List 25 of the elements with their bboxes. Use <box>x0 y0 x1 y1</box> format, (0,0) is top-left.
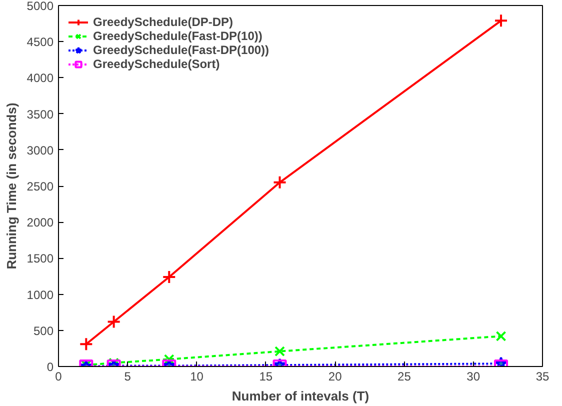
legend-label: GreedySchedule(Fast-DP(100)) <box>93 43 270 57</box>
y-tick-label: 500 <box>33 324 54 338</box>
x-tick-label: 25 <box>398 370 412 384</box>
x-axis-title: Number of intevals (T) <box>232 388 370 404</box>
x-tick-label: 5 <box>124 370 132 384</box>
x-tick-label: 15 <box>259 370 273 384</box>
y-tick-label: 2000 <box>26 216 54 230</box>
y-tick-label: 3500 <box>26 107 54 122</box>
y-tick-label: 3000 <box>26 143 54 158</box>
legend-label: GreedySchedule(DP-DP) <box>93 15 234 29</box>
y-tick-label: 4500 <box>26 35 54 50</box>
legend-label: GreedySchedule(Fast-DP(10)) <box>93 29 262 43</box>
y-tick-label: 1000 <box>26 288 54 302</box>
x-tick-label: 20 <box>328 370 342 384</box>
y-tick-label: 4000 <box>26 71 54 86</box>
x-tick-label: 0 <box>55 370 62 384</box>
y-tick-label: 2500 <box>26 180 54 194</box>
y-tick-label: 0 <box>46 360 54 374</box>
legend-label: GreedySchedule(Sort) <box>93 57 220 71</box>
x-tick-label: 30 <box>466 370 480 384</box>
x-tick-label: 35 <box>536 370 550 384</box>
y-tick-label: 1500 <box>26 252 54 266</box>
y-axis-title: Running Time (in seconds) <box>4 102 19 270</box>
y-tick-label: 5000 <box>26 0 54 13</box>
x-tick-label: 10 <box>190 370 204 384</box>
